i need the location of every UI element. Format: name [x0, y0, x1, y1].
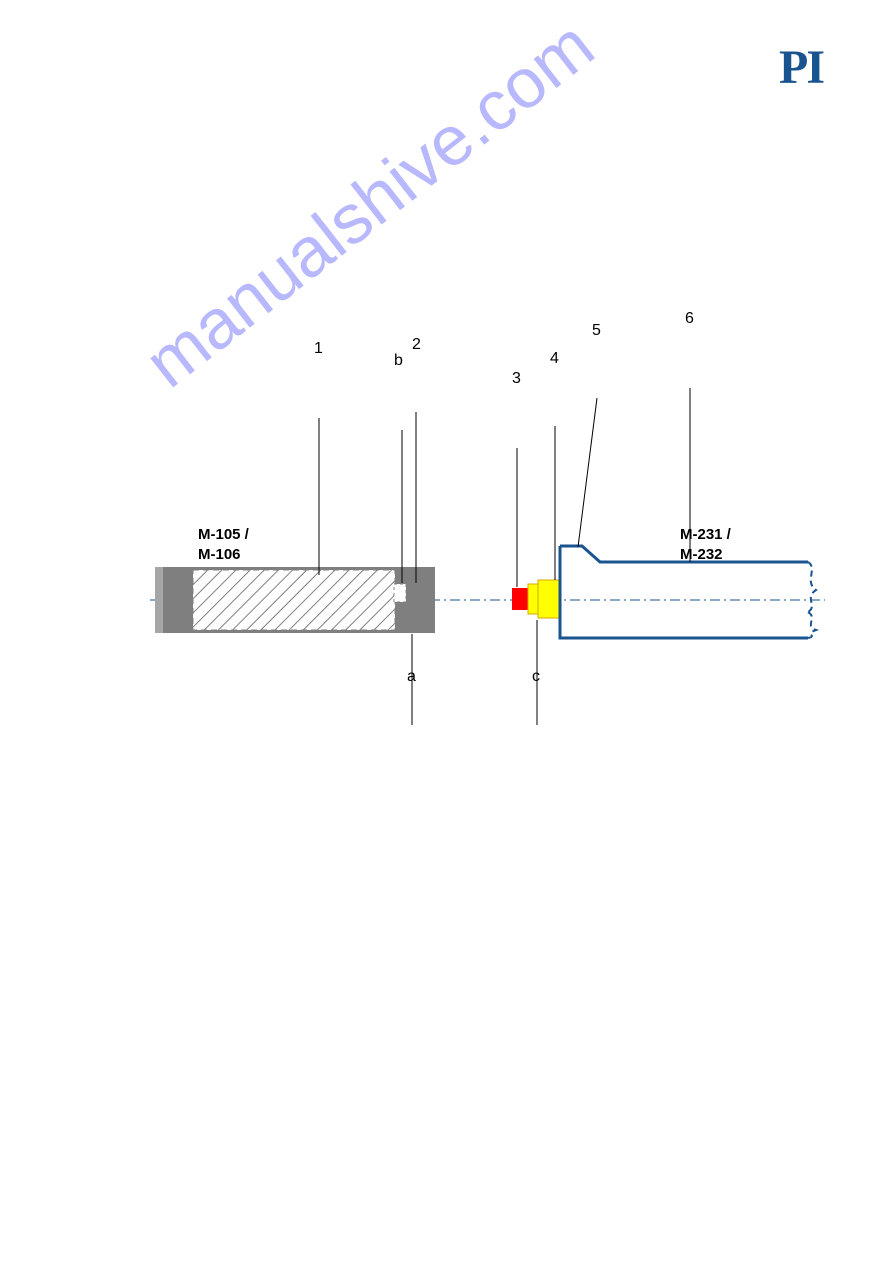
callout-1: 1 — [314, 340, 323, 358]
yellow-nut-large — [538, 580, 560, 618]
right-block-label: M-231 / M-232 — [680, 525, 731, 564]
callout-4: 4 — [550, 350, 559, 368]
notch-b — [394, 584, 406, 602]
yellow-nut-small — [528, 584, 538, 614]
callout-6: 6 — [685, 310, 694, 328]
right-block-break-top — [808, 562, 816, 612]
leader-5 — [578, 398, 597, 547]
callout-c: c — [532, 668, 540, 686]
left-block-end-tab — [155, 567, 163, 633]
left-block-hatch — [193, 570, 395, 630]
callout-a: a — [407, 668, 416, 686]
right-block-label-line2: M-232 — [680, 546, 723, 563]
brand-logo: PI — [779, 40, 823, 95]
callout-5: 5 — [592, 322, 601, 340]
left-block-label-line1: M-105 / — [198, 526, 249, 543]
left-block-label: M-105 / M-106 — [198, 525, 249, 564]
red-coupling-block — [512, 588, 528, 610]
right-block-label-line1: M-231 / — [680, 526, 731, 543]
technical-diagram: 1 2 3 4 5 6 b a c M-105 / M-106 M-231 / … — [90, 360, 810, 780]
callout-3: 3 — [512, 370, 521, 388]
left-block-label-line2: M-106 — [198, 546, 241, 563]
right-block-break-bottom — [808, 612, 816, 638]
callout-b: b — [394, 352, 403, 370]
callout-2: 2 — [412, 336, 421, 354]
watermark-text: manualshive.com — [130, 5, 608, 403]
